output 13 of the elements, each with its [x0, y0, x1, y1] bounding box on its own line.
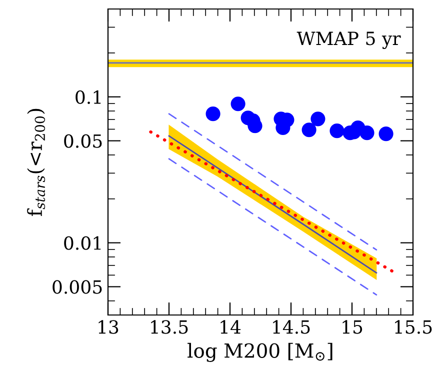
y-tick-label: 0.005	[52, 280, 102, 294]
ref-line-label: WMAP 5 yr	[296, 32, 401, 49]
x-tick-label: 13.5	[151, 320, 188, 334]
x-tick-label: 15	[342, 320, 362, 334]
y-tick-label: 0.05	[64, 134, 102, 148]
x-tick-label: 14	[220, 320, 241, 334]
y-axis-title: f$_{stars}$(<r$_{200}$)	[27, 108, 46, 216]
y-tick-label: 0.1	[76, 90, 101, 104]
x-axis-title: log M200 [M$_{⊙}$]	[188, 342, 332, 362]
x-tick-label: 14.5	[273, 320, 310, 334]
y-tick-label: 0.01	[64, 236, 101, 250]
x-tick-label: 13	[98, 320, 118, 334]
x-tick-label: 15.5	[395, 320, 432, 334]
